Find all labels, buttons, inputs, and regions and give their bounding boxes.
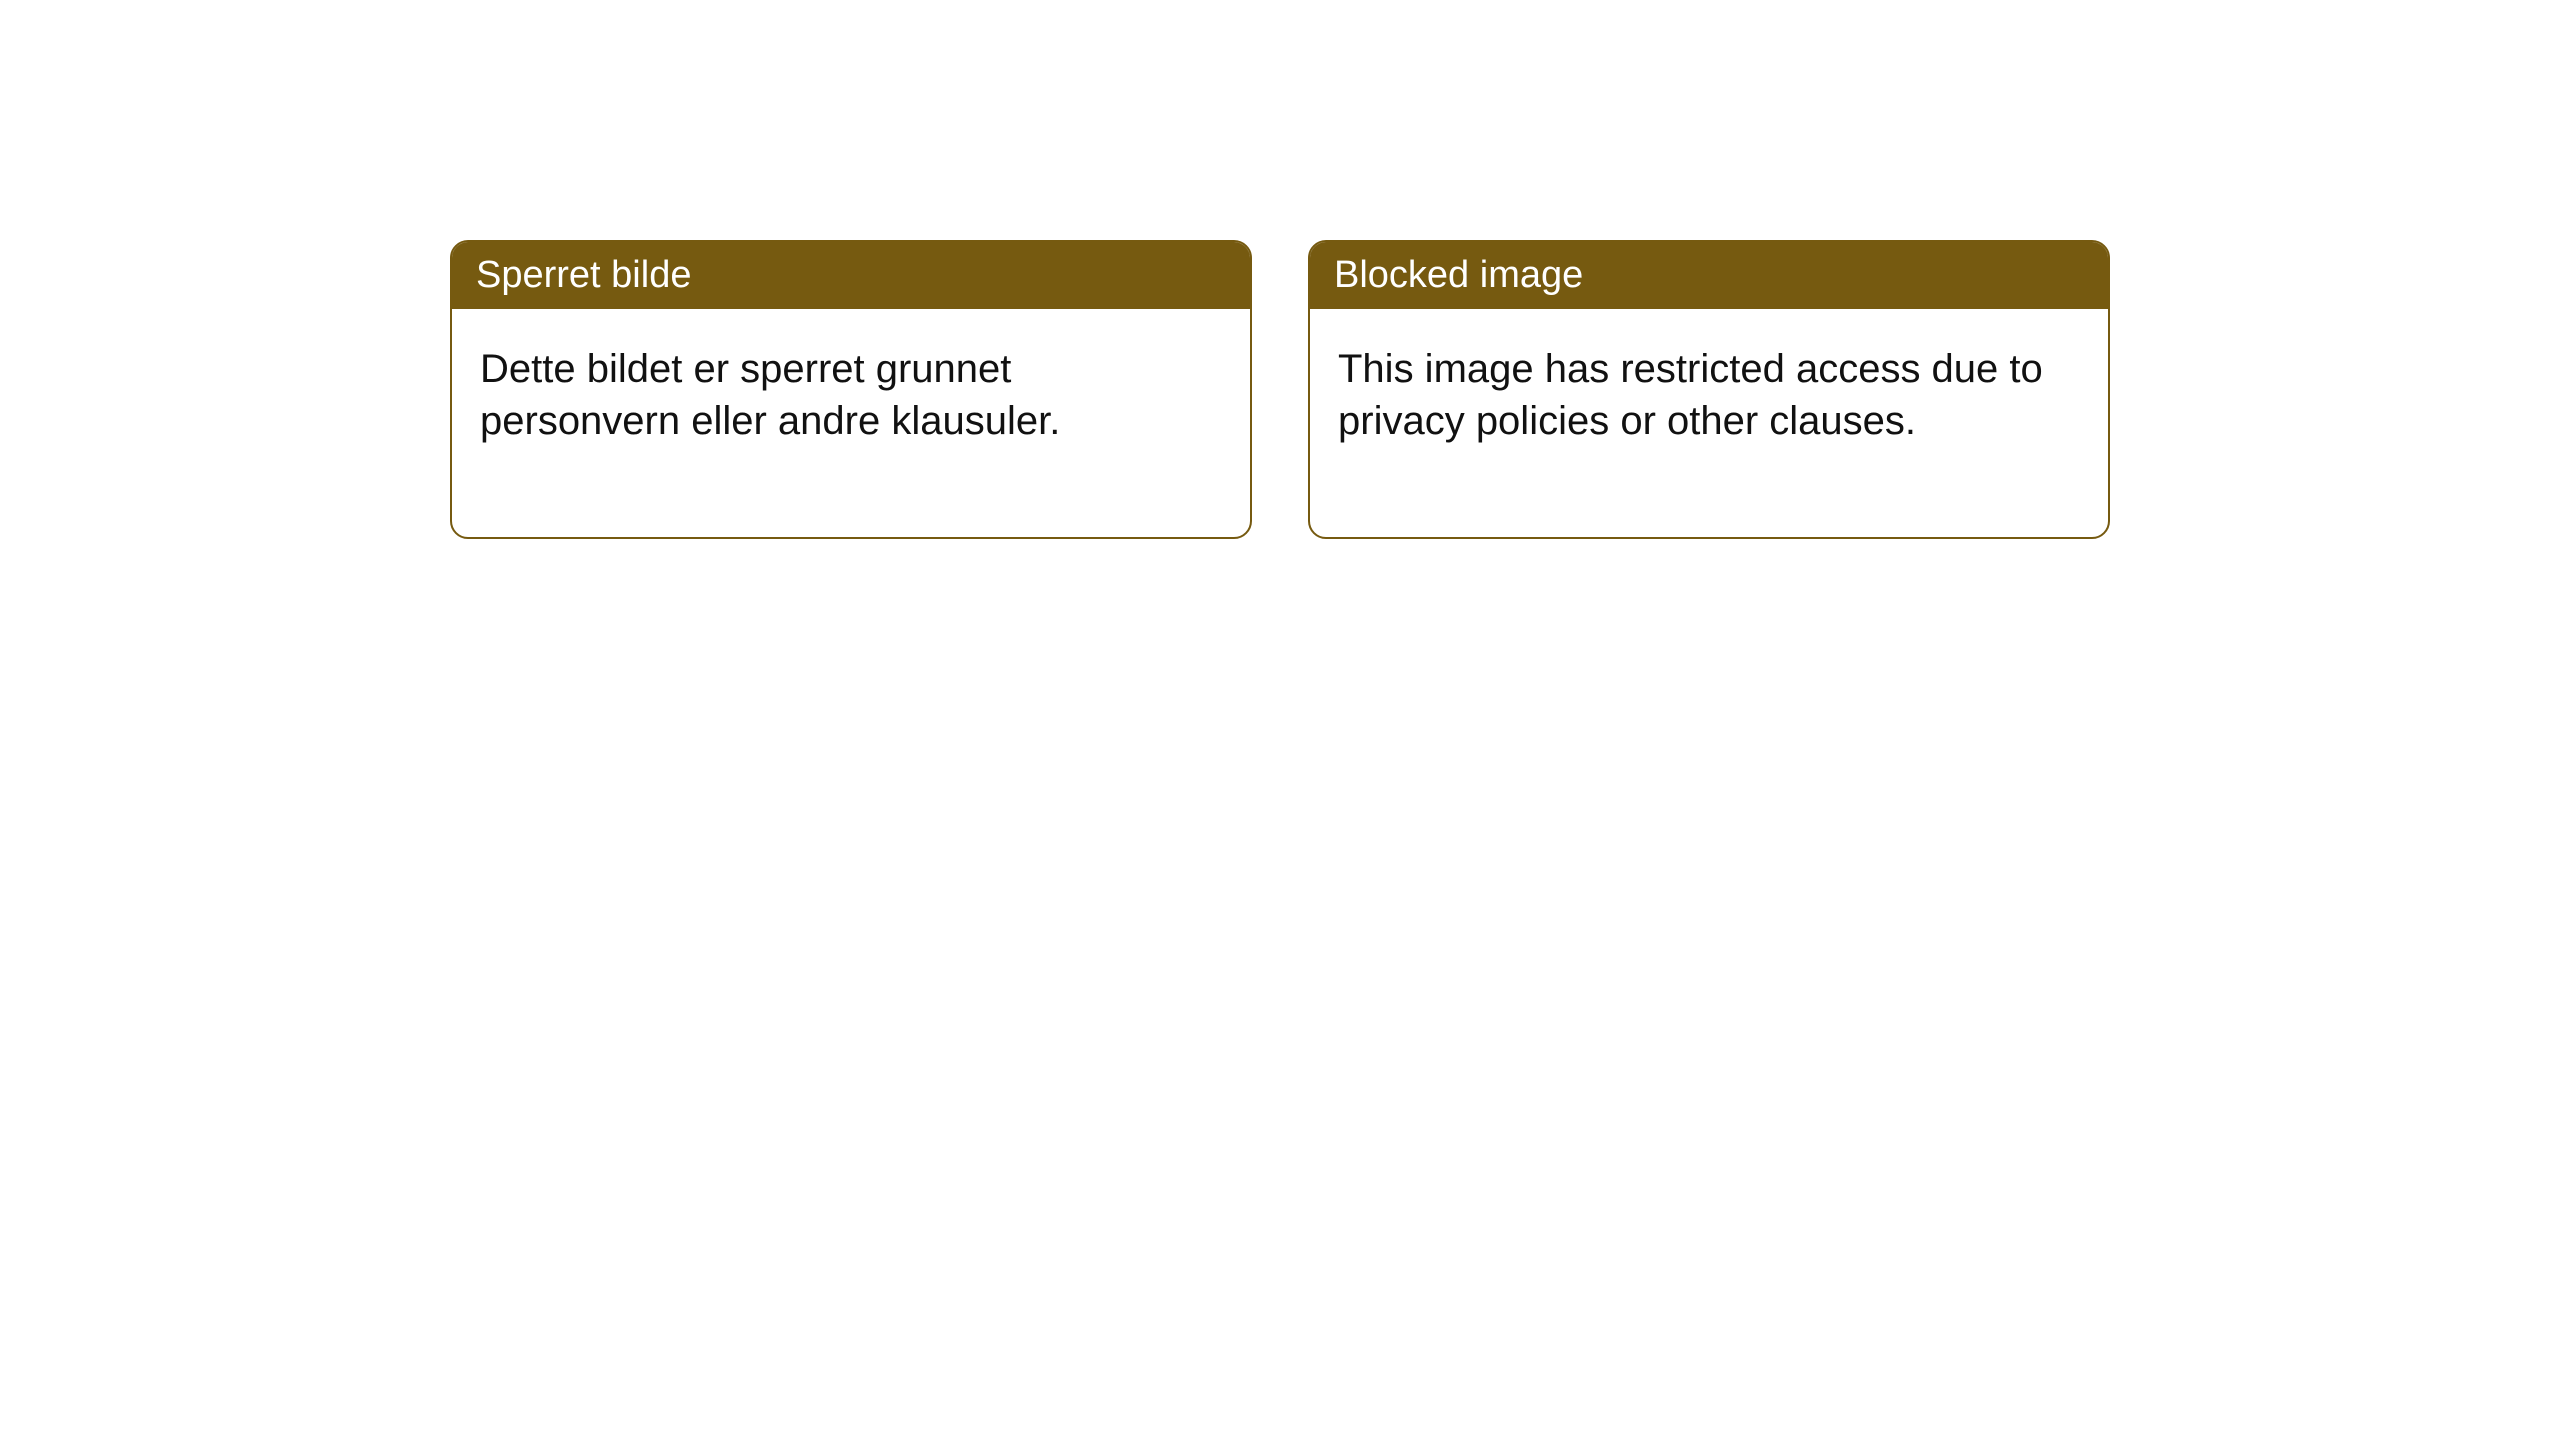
notice-card-norwegian: Sperret bilde Dette bildet er sperret gr… <box>450 240 1252 539</box>
notice-card-title: Blocked image <box>1310 242 2108 309</box>
notice-card-body: This image has restricted access due to … <box>1310 309 2108 537</box>
notice-cards-container: Sperret bilde Dette bildet er sperret gr… <box>450 240 2110 539</box>
notice-card-english: Blocked image This image has restricted … <box>1308 240 2110 539</box>
notice-card-body: Dette bildet er sperret grunnet personve… <box>452 309 1250 537</box>
notice-card-title: Sperret bilde <box>452 242 1250 309</box>
